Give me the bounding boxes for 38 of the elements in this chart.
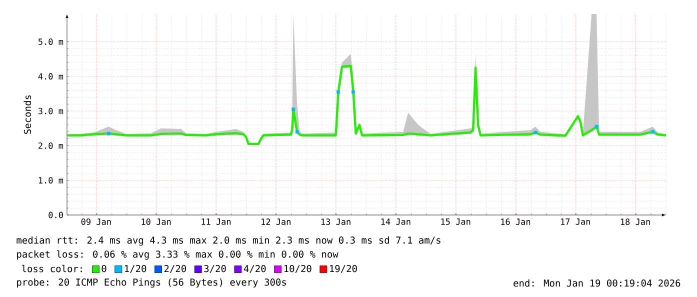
y-tick-label: 4.0 m — [38, 73, 64, 80]
x-tick-label: 17 Jan — [561, 218, 590, 225]
legend-label: 10/20 — [284, 265, 312, 273]
text: median rtt: 2.4 ms avg 4.3 ms max 2.0 ms min 2.3 ms now 0.3 ms sd 7.1 am/s — [16, 236, 440, 246]
legend-label: 2/20 — [164, 265, 186, 273]
x-tick-label: 14 Jan — [381, 218, 410, 225]
y-tick-label: 3.0 m — [38, 108, 64, 114]
point — [352, 90, 355, 94]
x-tick-label: 10 Jan — [142, 218, 171, 225]
text: packet loss: 0.06 % avg 3.33 % max 0.00 % min 0.00 % now — [17, 250, 338, 260]
y-axis-title: Seconds — [24, 95, 32, 134]
point — [534, 130, 538, 134]
line-series — [67, 64, 666, 146]
x-tick-label: 11 Jan — [202, 218, 231, 225]
point — [336, 90, 340, 94]
x-tick-label: 13 Jan — [321, 218, 350, 225]
x-tick-label: 09 Jan — [81, 218, 111, 225]
legend-label: 19/20 — [330, 265, 357, 273]
x-tick-label: 16 Jan — [501, 218, 530, 225]
y-tick-label: 0.0 — [48, 212, 63, 218]
point — [106, 132, 110, 136]
y-tick-label: 1.0 m — [38, 177, 64, 184]
point — [292, 108, 296, 112]
text: probe: 20 ICMP Echo Pings (56 Bytes) every 300s — [17, 278, 286, 288]
x-tick-label: 18 Jan — [620, 218, 650, 225]
y-tick-label: 2.0 m — [38, 142, 64, 149]
legend-label: 1/20 — [125, 265, 146, 273]
y-tick-label: 5.0 m — [38, 38, 64, 45]
legend-label: 3/20 — [204, 265, 226, 273]
x-tick-label: 15 Jan — [441, 218, 470, 225]
x-tick-label: 12 Jan — [262, 218, 290, 225]
legend-label: 0 — [102, 265, 106, 272]
text: end: Mon Jan 19 00:19:04 2026 — [514, 279, 680, 287]
legend-title: loss color: — [22, 264, 82, 272]
point — [295, 130, 299, 134]
point — [651, 130, 654, 134]
point — [594, 124, 598, 128]
legend-label: 4/20 — [244, 265, 266, 273]
